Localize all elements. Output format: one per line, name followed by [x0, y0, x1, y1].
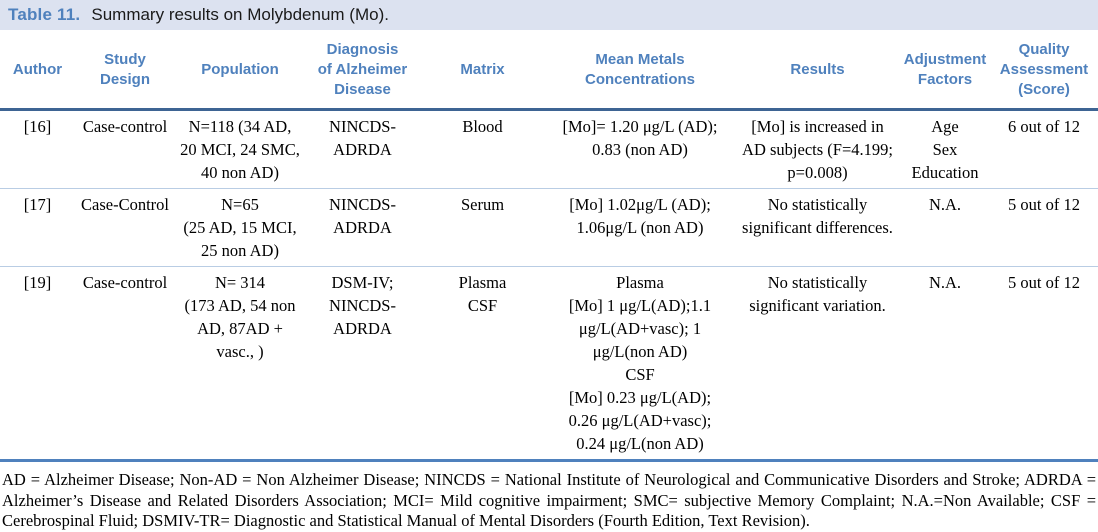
cell-mean-metals: [Mo]= 1.20 μg/L (AD); 0.83 (non AD) [562, 117, 718, 159]
table-caption-label: Table 11. [8, 5, 81, 24]
column-header-matrix: Matrix [460, 61, 505, 78]
cell-population: N= 314 (173 AD, 54 non AD, 87AD + vasc.,… [184, 273, 296, 361]
column-header-quality: Quality Assessment (Score) [999, 41, 1089, 98]
cell-quality: 6 out of 12 [1008, 117, 1080, 136]
cell-mean-metals: Plasma [Mo] 1 μg/L(AD);1.1 μg/L(AD+vasc)… [568, 273, 712, 453]
cell-results: No statistically significant variation. [749, 273, 886, 315]
cell-matrix: Blood [462, 117, 503, 136]
cell-study-design: Case-control [82, 273, 168, 292]
table-row: [19] Case-control N= 314 (173 AD, 54 non… [0, 266, 1098, 461]
cell-author: [16] [23, 117, 52, 136]
cell-author: [17] [23, 195, 52, 214]
header-row: Author Study Design Population Diagnosis… [0, 36, 1098, 110]
cell-adjustment: Age Sex Education [911, 117, 979, 182]
cell-adjustment: N.A. [928, 195, 962, 214]
column-header-diagnosis: Diagnosis of Alzheimer Disease [317, 41, 408, 98]
cell-results: [Mo] is increased in AD subjects (F=4.19… [742, 117, 893, 182]
cell-author: [19] [23, 273, 52, 292]
column-header-adjustment: Adjustment Factors [903, 51, 987, 88]
cell-study-design: Case-Control [81, 195, 169, 214]
table-row: [17] Case-Control N=65 (25 AD, 15 MCI, 2… [0, 188, 1098, 267]
column-header-mean-metals: Mean Metals Concentrations [584, 51, 695, 88]
cell-population: N=118 (34 AD, 20 MCI, 24 SMC, 40 non AD) [180, 117, 300, 182]
cell-diagnosis: DSM-IV; NINCDS- ADRDA [329, 273, 396, 338]
cell-adjustment: N.A. [928, 273, 962, 292]
column-header-author: Author [12, 61, 63, 78]
cell-diagnosis: NINCDS- ADRDA [329, 117, 396, 159]
column-header-study-design: Study Design [99, 51, 150, 88]
cell-quality: 5 out of 12 [1008, 195, 1080, 214]
cell-mean-metals: [Mo] 1.02μg/L (AD); 1.06μg/L (non AD) [569, 195, 711, 237]
summary-table: Author Study Design Population Diagnosis… [0, 36, 1098, 462]
cell-matrix: Plasma CSF [458, 273, 507, 315]
cell-population: N=65 (25 AD, 15 MCI, 25 non AD) [183, 195, 297, 260]
cell-results: No statistically significant differences… [742, 195, 893, 237]
cell-study-design: Case-control [82, 117, 168, 136]
column-header-population: Population [201, 61, 279, 78]
column-header-results: Results [790, 61, 845, 78]
table-caption-text: Summary results on Molybdenum (Mo). [91, 5, 389, 24]
table-caption: Table 11. Summary results on Molybdenum … [0, 0, 1098, 30]
table-row: [16] Case-control N=118 (34 AD, 20 MCI, … [0, 110, 1098, 189]
cell-matrix: Serum [460, 195, 505, 214]
cell-quality: 5 out of 12 [1008, 273, 1080, 292]
cell-diagnosis: NINCDS- ADRDA [329, 195, 396, 237]
abbreviations-footnote: AD = Alzheimer Disease; Non-AD = Non Alz… [2, 470, 1096, 530]
